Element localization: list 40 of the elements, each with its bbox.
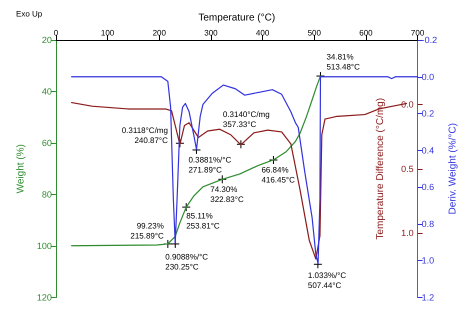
x-tick-label: 500 [308,28,322,38]
x-tick-label: 200 [152,28,166,38]
y-tick-label: 60 [42,138,52,148]
y-tick-label: 40 [42,86,52,96]
y-tick-label: 120 [36,292,52,302]
y-tick-label: 80 [42,190,52,200]
x-tick-label: 600 [359,28,374,38]
text: Exo Up [16,10,43,18]
x-tick-label: 400 [256,28,270,38]
y3-tick-label: 1.2 [422,292,434,302]
y3-tick-label: 0.6 [422,182,434,192]
annotation: 66.84% 416.45°C [261,165,296,184]
y-axis-title: Weight (%) [16,144,26,194]
annotation: 99.23% 215.89°C [130,221,164,240]
x-tick-label: 100 [100,28,115,38]
y-tick-label: 20 [42,35,52,45]
annotation: 34.81% 513.48°C [326,52,360,72]
x-tick-label: 700 [410,28,425,38]
annotation: 0.9088%/°C 230.25°C [165,252,208,272]
annotation: 85.11% 253.81°C [186,212,220,231]
y3-tick-label: 1.0 [422,256,434,266]
annotation: 0.3118°C/mg 240.87°C [122,126,168,145]
y3-tick-label: 0.2 [422,108,434,119]
y3-axis-title: Deriv. Weight (%/°C) [448,123,458,214]
y-tick-label: 100 [36,241,52,251]
y3-tick-label: 0.4 [422,145,434,156]
y2-tick-label: 1.0 [401,228,414,238]
annotation: 1.033%/°C 507.44°C [308,270,346,290]
x-tick-label: 300 [204,28,218,38]
x-axis-title: Temperature (°C) [198,12,276,24]
x-tick-label: 0 [54,28,59,38]
annotation: 74.30% 322.83°C [210,184,244,204]
y3-tick-label: 0.8 [422,218,434,229]
y2-tick-label: 0.5 [401,164,414,174]
y2-axis-title: Temperature Difference (°C/mg) [375,98,386,240]
y2-tick-label: 0.0 [401,99,414,110]
y3-tick-label: -0.2 [422,35,438,45]
y3-tick-label: 0.0 [422,72,434,82]
annotation: 0.3881%/°C 271.89°C [188,155,232,174]
annotation: 0.3140°C/mg 357.33°C [222,110,270,129]
